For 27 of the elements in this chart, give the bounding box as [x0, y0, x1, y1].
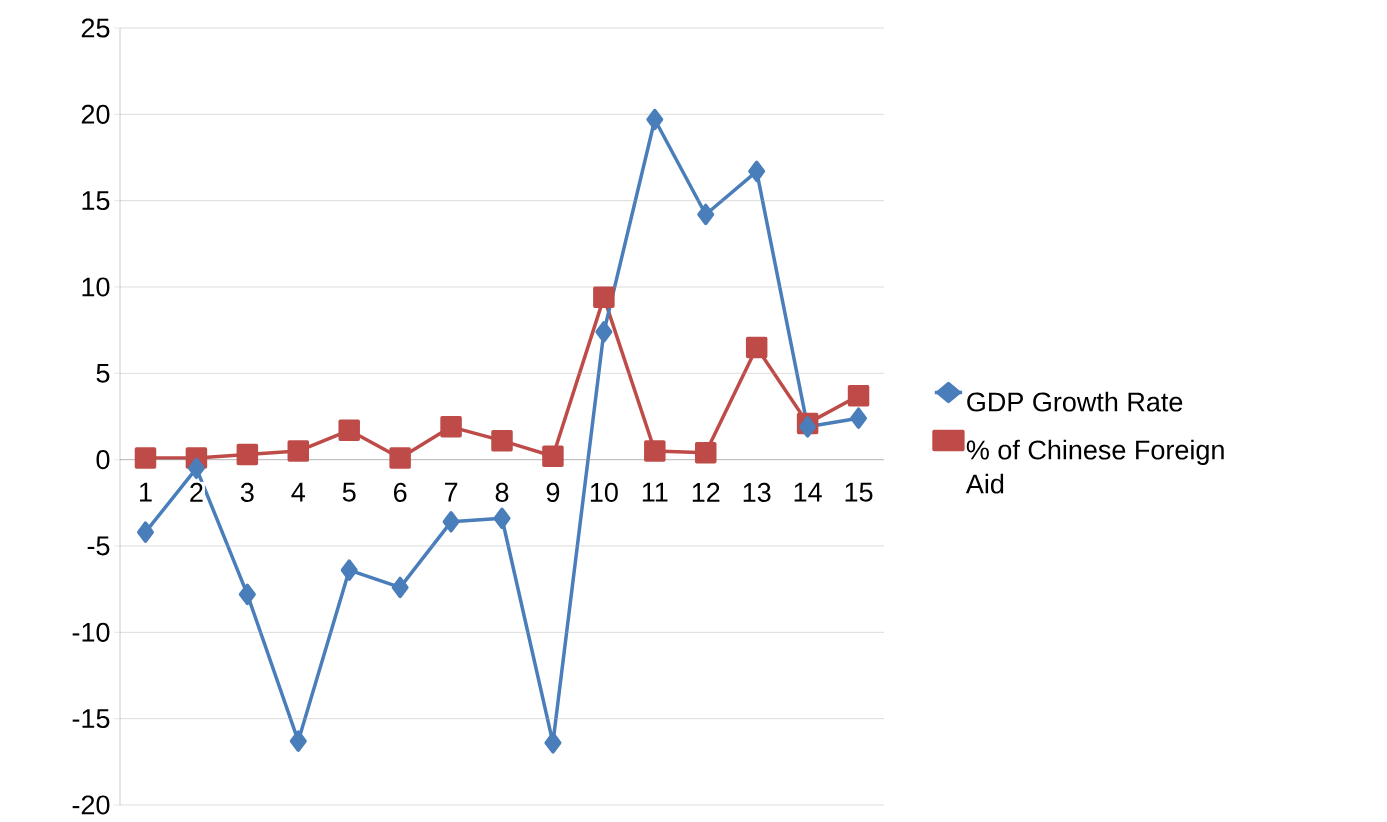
x-tick-label: 7 — [444, 482, 458, 502]
x-tick-label: 15 — [845, 482, 873, 502]
y-tick-label: -10 — [72, 622, 110, 642]
x-tick-label: 1 — [140, 482, 152, 502]
legend-label: GDP Growth Rate — [967, 391, 1183, 412]
y-tick-label: 20 — [81, 104, 110, 124]
y-tick-label: 0 — [96, 450, 110, 470]
x-tick-label: 3 — [240, 482, 254, 502]
y-tick-label: 15 — [82, 191, 110, 211]
x-tick-label: 9 — [546, 482, 560, 502]
x-tick-label: 14 — [794, 482, 822, 502]
y-tick-label: 10 — [82, 277, 110, 297]
legend-label: % of Chinese Foreign Aid — [965, 439, 1224, 494]
x-tick-label: 5 — [342, 482, 356, 502]
y-tick-label: 25 — [81, 18, 110, 38]
x-tick-label: 12 — [692, 482, 720, 502]
x-tick-label: 8 — [495, 482, 509, 502]
y-tick-label: -15 — [72, 709, 110, 729]
y-tick-label: -5 — [87, 536, 110, 556]
y-tick-label: -20 — [72, 795, 110, 815]
y-tick-label: 5 — [96, 363, 110, 383]
x-tick-label: 6 — [394, 482, 407, 502]
x-tick-label: 4 — [291, 482, 305, 502]
x-tick-label: 2 — [190, 482, 203, 502]
x-tick-label: 10 — [590, 482, 618, 502]
x-tick-label: 13 — [743, 482, 771, 502]
x-tick-label: 11 — [642, 482, 668, 502]
